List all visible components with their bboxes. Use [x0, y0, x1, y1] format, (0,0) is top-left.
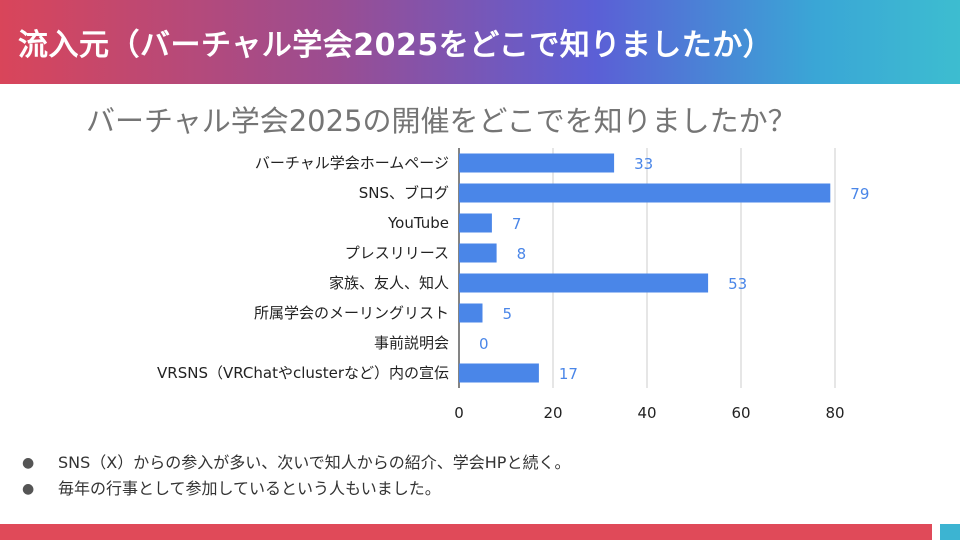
bullet-dot-icon: ● — [22, 481, 35, 497]
chart-title: バーチャル学会2025の開催をどこでを知りましたか？ — [86, 104, 797, 138]
bar — [459, 303, 483, 323]
category-label: SNS、ブログ — [359, 184, 449, 202]
slide-header: 流入元（バーチャル学会2025をどこで知りましたか） — [0, 0, 960, 84]
bar — [459, 273, 709, 293]
category-label: VRSNS（VRChatやclusterなど）内の宣伝 — [157, 364, 449, 382]
data-label: 8 — [517, 245, 527, 263]
data-label: 0 — [479, 335, 489, 353]
category-label: 所属学会のメーリングリスト — [254, 304, 449, 322]
bullet-dot-icon: ● — [22, 455, 35, 471]
data-label: 79 — [850, 185, 869, 203]
bullet-text: SNS（X）からの参入が多い、次いで知人からの紹介、学会HPと続く。 — [58, 453, 571, 472]
data-label: 7 — [512, 215, 522, 233]
x-tick-label: 0 — [454, 404, 464, 422]
bar — [459, 213, 492, 233]
category-label: YouTube — [387, 214, 449, 232]
x-tick-label: 20 — [543, 404, 562, 422]
data-label: 33 — [634, 155, 653, 173]
footer-bar — [0, 524, 932, 540]
bullet-item: ● 毎年の行事として参加しているという人もいました。 — [22, 476, 570, 502]
category-label: バーチャル学会ホームページ — [255, 154, 449, 172]
bar — [459, 153, 615, 173]
x-tick-label: 40 — [637, 404, 656, 422]
bar — [459, 363, 539, 383]
bullet-list: ● SNS（X）からの参入が多い、次いで知人からの紹介、学会HPと続く。 ● 毎年の… — [22, 450, 570, 502]
data-label: 53 — [728, 275, 747, 293]
data-label: 5 — [503, 305, 513, 323]
category-label: 事前説明会 — [374, 334, 449, 352]
category-label: プレスリリース — [345, 244, 449, 262]
x-tick-label: 60 — [731, 404, 750, 422]
bullet-item: ● SNS（X）からの参入が多い、次いで知人からの紹介、学会HPと続く。 — [22, 450, 570, 476]
slide-title: 流入元（バーチャル学会2025をどこで知りましたか） — [18, 28, 774, 63]
data-label: 17 — [559, 365, 578, 383]
x-tick-label: 80 — [825, 404, 844, 422]
category-label: 家族、友人、知人 — [329, 274, 449, 292]
footer-accent — [940, 524, 960, 540]
bar — [459, 183, 831, 203]
bar — [459, 243, 497, 263]
bullet-text: 毎年の行事として参加しているという人もいました。 — [58, 479, 441, 498]
